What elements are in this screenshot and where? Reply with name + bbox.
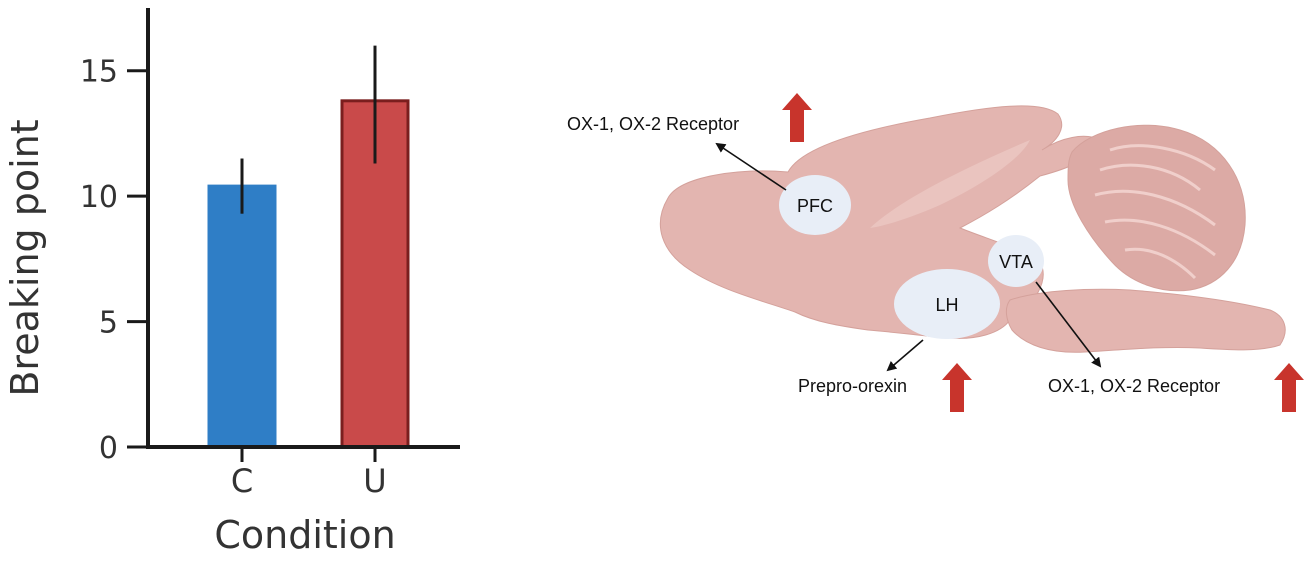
x-tick-label: U [363, 462, 386, 500]
y-ticks: 0 5 10 15 [80, 55, 148, 466]
y-tick-label: 10 [80, 180, 118, 215]
x-tick-label: C [231, 462, 253, 500]
pfc-region [779, 175, 851, 235]
cerebellum-fold [1104, 218, 1216, 257]
vta-connector-arrow [1035, 281, 1102, 368]
pfc-receptor-label: OX-1, OX-2 Receptor [567, 114, 739, 134]
pfc-label: PFC [797, 196, 833, 216]
brain-highlight [870, 140, 1030, 228]
vta-receptor-label: OX-1, OX-2 Receptor [1048, 376, 1220, 396]
up-arrow-icon [782, 93, 812, 142]
brain-diagram: PFC VTA LH OX-1, OX-2 Receptor Prepro-or… [567, 93, 1304, 412]
up-arrow-icon [1274, 363, 1304, 412]
brain-brainstem-shape [1005, 288, 1286, 353]
lh-connector-arrow [886, 339, 924, 372]
pfc-connector-arrow [715, 142, 787, 191]
lh-region [894, 269, 1000, 339]
vta-label: VTA [999, 252, 1033, 272]
y-tick-label: 5 [99, 306, 118, 341]
x-axis-label: Condition [214, 513, 395, 557]
up-arrow-icon [942, 363, 972, 412]
cerebellum-fold [1124, 247, 1197, 280]
bar-C [207, 184, 277, 449]
cerebellum-fold [1094, 189, 1216, 227]
brain-cerebellum-shape [1067, 124, 1246, 292]
y-axis-label: Breaking point [3, 119, 47, 396]
errorbars-layer [240, 45, 377, 214]
y-tick-label: 0 [99, 431, 118, 466]
bars-layer [207, 99, 410, 449]
lh-prepro-label: Prepro-orexin [798, 376, 907, 396]
y-tick-label: 15 [80, 55, 118, 90]
lh-label: LH [935, 295, 958, 315]
cerebellum-fold [1109, 144, 1216, 172]
cerebellum-fold [1099, 163, 1201, 192]
vta-region [988, 235, 1044, 287]
